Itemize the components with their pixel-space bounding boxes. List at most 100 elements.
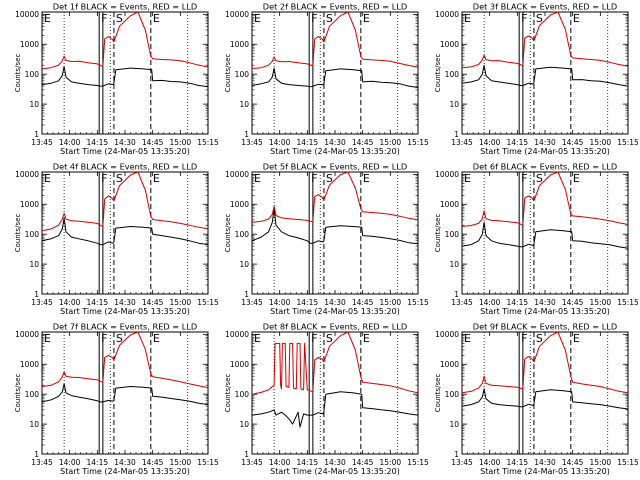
y-tick-label: 1 xyxy=(244,130,249,139)
detector-panel-1: Det 1f BLACK = Events, RED = LLD 1 10 100 10… xyxy=(14,2,219,157)
y-tick-label: 1 xyxy=(454,290,459,299)
detector-panel-7: Det 7f BLACK = Events, RED = LLD 1 10 100 10… xyxy=(14,322,219,477)
marker-letter-f: F xyxy=(101,12,107,25)
y-tick-label: 100 xyxy=(25,70,40,79)
y-tick-label: 10000 xyxy=(225,330,249,339)
x-tick-label: 14:00 xyxy=(59,458,81,467)
y-tick-label: 10 xyxy=(449,420,459,429)
marker-letter-e: E xyxy=(363,12,370,25)
x-tick-label: 14:00 xyxy=(59,298,81,307)
y-tick-label: 1000 xyxy=(440,360,459,369)
x-tick-label: 13:45 xyxy=(31,458,53,467)
y-tick-label: 1000 xyxy=(230,200,249,209)
y-tick-label: 10000 xyxy=(15,330,39,339)
y-tick-label: 10 xyxy=(449,260,459,269)
x-tick-label: 14:15 xyxy=(507,138,529,147)
x-tick-label: 15:15 xyxy=(617,458,639,467)
y-axis-label: Counts/sec xyxy=(224,54,232,93)
marker-letter-e: E xyxy=(153,12,160,25)
y-tick-label: 100 xyxy=(235,230,250,239)
detector-panel-4: Det 4f BLACK = Events, RED = LLD 1 10 100 10… xyxy=(14,162,219,317)
y-tick-label: 10000 xyxy=(15,170,39,179)
plot-frame xyxy=(251,11,419,135)
x-tick-label: 15:00 xyxy=(170,458,192,467)
y-tick-label: 1000 xyxy=(230,40,249,49)
x-tick-label: 15:00 xyxy=(590,298,612,307)
x-axis-label: Start Time (24-Mar-05 13:35:20) xyxy=(480,147,610,156)
x-tick-label: 13:45 xyxy=(241,138,263,147)
x-tick-label: 14:00 xyxy=(479,458,501,467)
detector-panel-5: Det 5f BLACK = Events, RED = LLD 1 10 100 10… xyxy=(224,162,429,317)
y-tick-label: 10 xyxy=(239,420,249,429)
y-tick-label: 1000 xyxy=(20,200,39,209)
y-tick-label: 10 xyxy=(29,420,39,429)
events-series-line xyxy=(461,388,629,410)
y-tick-label: 10000 xyxy=(225,170,249,179)
marker-letter-e: E xyxy=(363,332,370,345)
y-axis-label: Counts/sec xyxy=(14,374,22,413)
y-tick-label: 1000 xyxy=(230,360,249,369)
x-tick-label: 14:00 xyxy=(479,298,501,307)
x-tick-label: 15:00 xyxy=(380,298,402,307)
x-tick-label: 14:15 xyxy=(297,138,319,147)
panel-title: Det 2f BLACK = Events, RED = LLD xyxy=(263,2,407,12)
x-tick-label: 14:15 xyxy=(87,138,109,147)
plot-frame xyxy=(461,331,629,455)
marker-letter-e: E xyxy=(363,172,370,185)
x-tick-label: 13:45 xyxy=(451,298,473,307)
y-axis-label: Counts/sec xyxy=(14,214,22,253)
x-tick-label: 14:15 xyxy=(87,458,109,467)
plot-frame xyxy=(461,11,629,135)
y-tick-label: 10000 xyxy=(225,10,249,19)
panel-title: Det 5f BLACK = Events, RED = LLD xyxy=(263,162,407,172)
detector-panel-2: Det 2f BLACK = Events, RED = LLD 1 10 100 10… xyxy=(224,2,429,157)
panel-title: Det 4f BLACK = Events, RED = LLD xyxy=(53,162,197,172)
x-tick-label: 15:15 xyxy=(197,458,219,467)
y-tick-label: 1 xyxy=(454,130,459,139)
marker-letter-s: S xyxy=(326,12,333,25)
lld-series-line xyxy=(41,171,209,232)
lld-series-line xyxy=(461,171,629,227)
x-tick-label: 15:15 xyxy=(407,298,429,307)
x-tick-label: 15:00 xyxy=(170,298,192,307)
x-tick-label: 14:45 xyxy=(562,138,584,147)
x-tick-label: 14:30 xyxy=(534,458,556,467)
lld-series-line xyxy=(461,11,629,69)
y-tick-label: 10000 xyxy=(435,170,459,179)
y-tick-label: 10 xyxy=(449,100,459,109)
x-tick-label: 14:15 xyxy=(507,298,529,307)
marker-letter-s: S xyxy=(116,12,123,25)
y-tick-label: 10 xyxy=(29,100,39,109)
marker-letter-edge: E xyxy=(254,332,261,345)
marker-letter-s: S xyxy=(536,12,543,25)
lld-series-line xyxy=(251,171,419,223)
y-tick-label: 1000 xyxy=(20,40,39,49)
x-axis-label: Start Time (24-Mar-05 13:35:20) xyxy=(480,307,610,316)
x-tick-label: 13:45 xyxy=(451,458,473,467)
x-axis-label: Start Time (24-Mar-05 13:35:20) xyxy=(480,467,610,476)
x-tick-label: 14:45 xyxy=(352,458,374,467)
events-series-line xyxy=(251,391,419,428)
x-tick-label: 15:15 xyxy=(617,298,639,307)
marker-letter-s: S xyxy=(116,172,123,185)
marker-letter-edge: E xyxy=(464,12,471,25)
marker-letter-f: F xyxy=(521,172,527,185)
marker-letter-e: E xyxy=(153,332,160,345)
events-series-line xyxy=(251,208,419,245)
marker-letter-edge: E xyxy=(44,332,51,345)
x-axis-label: Start Time (24-Mar-05 13:35:20) xyxy=(270,307,400,316)
plot-frame xyxy=(41,11,209,135)
x-tick-label: 13:45 xyxy=(241,458,263,467)
panel-title: Det 7f BLACK = Events, RED = LLD xyxy=(53,322,197,332)
x-tick-label: 14:30 xyxy=(324,138,346,147)
x-axis-label: Start Time (24-Mar-05 13:35:20) xyxy=(270,467,400,476)
lld-series-line xyxy=(41,11,209,70)
x-tick-label: 15:00 xyxy=(590,458,612,467)
y-tick-label: 100 xyxy=(235,70,250,79)
x-tick-label: 15:15 xyxy=(197,138,219,147)
events-series-line xyxy=(41,66,209,88)
y-tick-label: 100 xyxy=(25,390,40,399)
x-tick-label: 14:15 xyxy=(297,458,319,467)
x-tick-label: 14:30 xyxy=(324,458,346,467)
